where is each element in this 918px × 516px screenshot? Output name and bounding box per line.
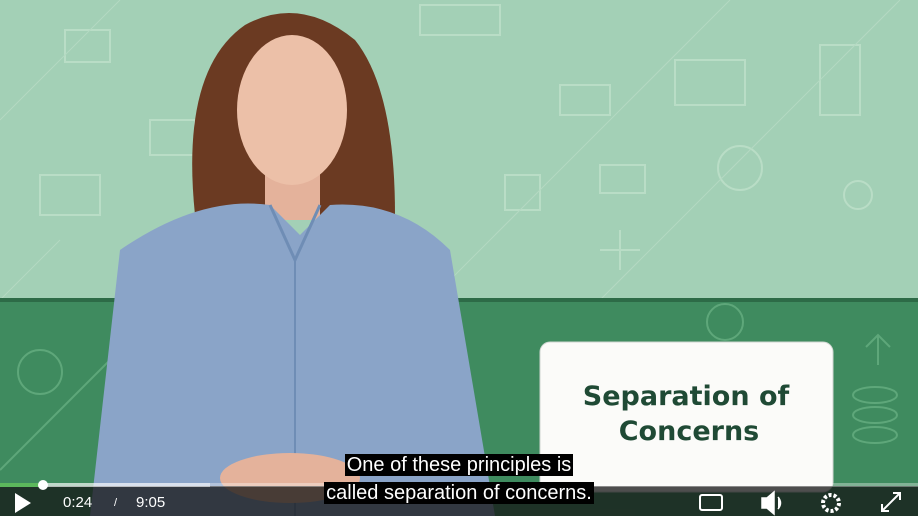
- buffered-bar: [0, 483, 210, 487]
- time-separator: /: [114, 497, 118, 509]
- scrubber[interactable]: [38, 480, 48, 490]
- captions-button[interactable]: [699, 494, 723, 511]
- caption-line: One of these principles is: [0, 453, 918, 477]
- duration: 9:05: [136, 494, 166, 511]
- wall-lines: [0, 0, 901, 301]
- divider: [0, 298, 918, 302]
- current-time: 0:24: [63, 494, 93, 511]
- card-line: Concerns: [619, 416, 760, 447]
- settings-button[interactable]: [821, 493, 841, 513]
- play-button[interactable]: [15, 493, 31, 513]
- card-line: Separation of: [583, 381, 790, 412]
- caption-text: called separation of concerns.: [324, 482, 594, 504]
- caption-line: called separation of concerns.: [0, 481, 918, 505]
- wall-icons: [39, 4, 873, 270]
- caption-text: One of these principles is: [344, 454, 574, 476]
- presenter: [90, 13, 495, 516]
- fullscreen-button[interactable]: [881, 492, 901, 512]
- progress-played: [0, 483, 43, 487]
- volume-button[interactable]: [761, 490, 782, 516]
